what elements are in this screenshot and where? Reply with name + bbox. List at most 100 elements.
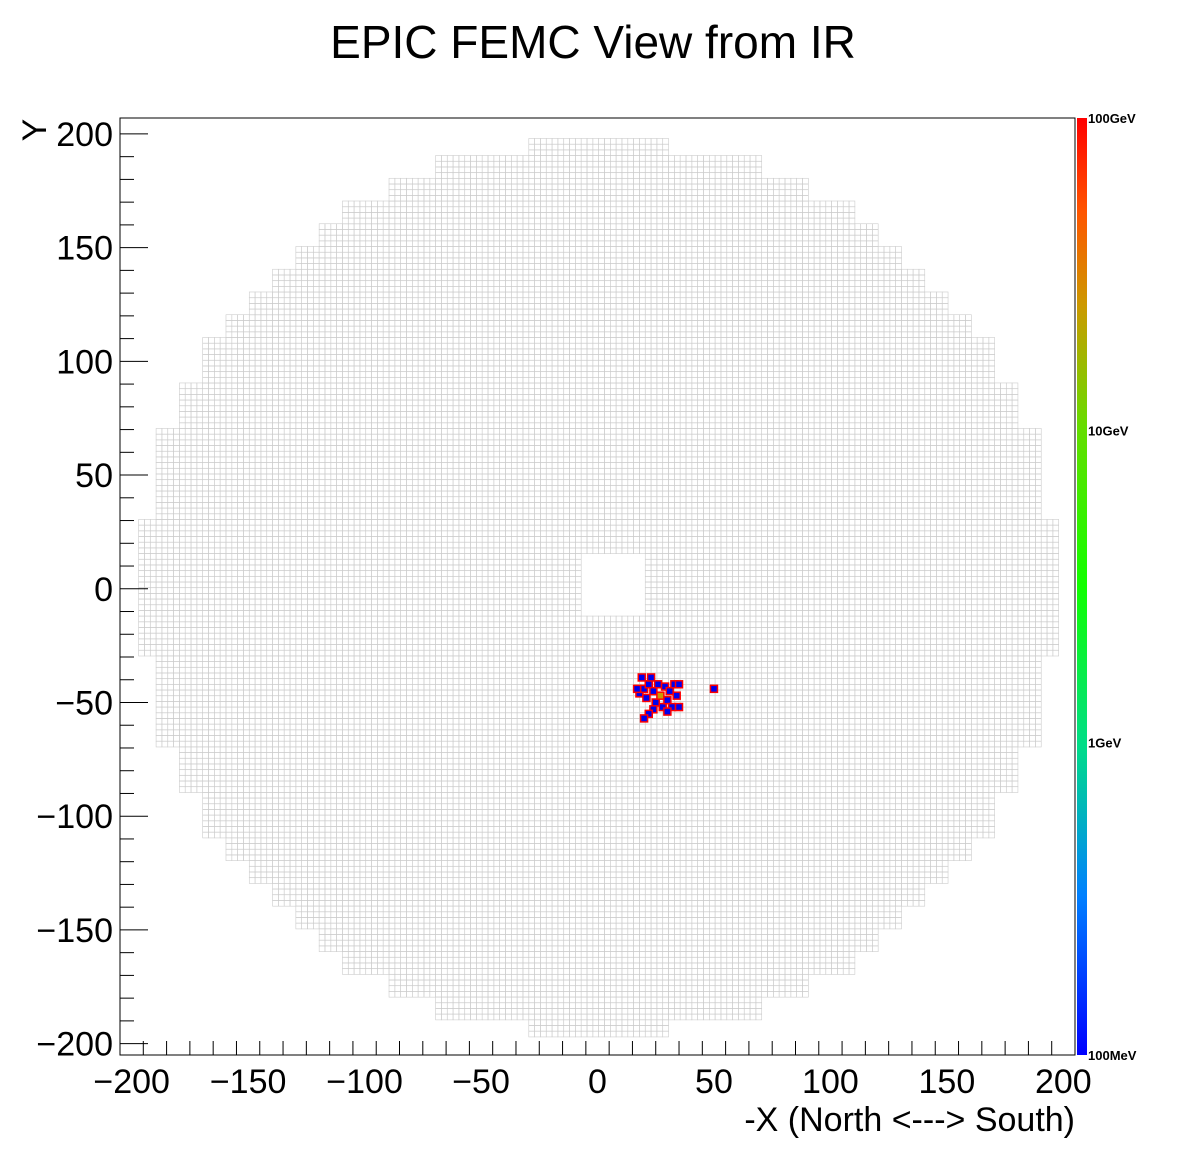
calorimeter-cell (651, 917, 657, 923)
calorimeter-cell (505, 952, 511, 958)
calorimeter-cell (465, 1014, 471, 1020)
calorimeter-cell (465, 946, 471, 952)
calorimeter-cell (634, 1014, 640, 1020)
calorimeter-cell (505, 986, 511, 992)
calorimeter-cell (517, 929, 523, 935)
calorimeter-cell (342, 952, 348, 958)
calorimeter-cell (575, 1003, 581, 1009)
calorimeter-cell (395, 991, 401, 997)
calorimeter-cell (325, 940, 331, 946)
calorimeter-cell (552, 969, 558, 975)
calorimeter-cell (604, 940, 610, 946)
calorimeter-cell (826, 912, 832, 918)
calorimeter-cell (657, 980, 663, 986)
calorimeter-cell (447, 974, 453, 980)
calorimeter-cell (604, 906, 610, 912)
calorimeter-cell (488, 1014, 494, 1020)
calorimeter-cell (686, 912, 692, 918)
calorimeter-cell (337, 934, 343, 940)
calorimeter-cell (377, 946, 383, 952)
calorimeter-cell (616, 969, 622, 975)
calorimeter-cell (610, 1008, 616, 1014)
calorimeter-cell (546, 1014, 552, 1020)
calorimeter-cell (302, 917, 308, 923)
calorimeter-cell (645, 923, 651, 929)
calorimeter-cell (319, 900, 325, 906)
calorimeter-cell (768, 986, 774, 992)
calorimeter-cell (465, 1008, 471, 1014)
calorimeter-cell (453, 917, 459, 923)
calorimeter-cell (436, 900, 442, 906)
calorimeter-cell (535, 940, 541, 946)
calorimeter-cell (756, 946, 762, 952)
calorimeter-cell (756, 934, 762, 940)
calorimeter-cell (453, 906, 459, 912)
calorimeter-cell (802, 974, 808, 980)
calorimeter-cell (447, 929, 453, 935)
calorimeter-cell (377, 929, 383, 935)
calorimeter-cell (412, 980, 418, 986)
calorimeter-cell (738, 1014, 744, 1020)
calorimeter-cell (744, 946, 750, 952)
calorimeter-cell (471, 1003, 477, 1009)
calorimeter-cell (634, 957, 640, 963)
calorimeter-cell (791, 957, 797, 963)
calorimeter-cell (505, 940, 511, 946)
calorimeter-cell (727, 900, 733, 906)
calorimeter-cell (401, 957, 407, 963)
calorimeter-cell (453, 940, 459, 946)
calorimeter-cell (692, 929, 698, 935)
calorimeter-cell (826, 957, 832, 963)
calorimeter-cell (762, 969, 768, 975)
calorimeter-cell (733, 940, 739, 946)
calorimeter-cell (535, 1003, 541, 1009)
calorimeter-cell (325, 934, 331, 940)
calorimeter-cell (500, 1014, 506, 1020)
calorimeter-cell (744, 991, 750, 997)
calorimeter-cell (663, 923, 669, 929)
calorimeter-cell (325, 906, 331, 912)
calorimeter-cell (447, 997, 453, 1003)
calorimeter-cell (570, 900, 576, 906)
calorimeter-cell (703, 940, 709, 946)
calorimeter-cell (441, 900, 447, 906)
calorimeter-cell (389, 980, 395, 986)
calorimeter-cell (727, 1014, 733, 1020)
calorimeter-cell (558, 957, 564, 963)
calorimeter-cell (849, 963, 855, 969)
calorimeter-cell (785, 963, 791, 969)
calorimeter-cell (564, 929, 570, 935)
calorimeter-cell (727, 991, 733, 997)
calorimeter-cell (639, 912, 645, 918)
calorimeter-cell (727, 974, 733, 980)
calorimeter-cell (721, 963, 727, 969)
calorimeter-cell (802, 940, 808, 946)
calorimeter-cell (709, 963, 715, 969)
calorimeter-cell (744, 957, 750, 963)
calorimeter-cell (471, 917, 477, 923)
calorimeter-cell (570, 917, 576, 923)
calorimeter-cell (325, 923, 331, 929)
calorimeter-cell (616, 923, 622, 929)
calorimeter-cell (540, 986, 546, 992)
calorimeter-cell (430, 929, 436, 935)
calorimeter-cell (872, 906, 878, 912)
calorimeter-cell (814, 946, 820, 952)
calorimeter-cell (709, 991, 715, 997)
calorimeter-cell (535, 997, 541, 1003)
calorimeter-cell (529, 952, 535, 958)
calorimeter-cell (494, 963, 500, 969)
calorimeter-cell (663, 900, 669, 906)
calorimeter-cell (459, 946, 465, 952)
calorimeter-cell (826, 917, 832, 923)
calorimeter-cell (599, 986, 605, 992)
calorimeter-cell (575, 1031, 581, 1037)
calorimeter-cell (436, 980, 442, 986)
calorimeter-cell (447, 906, 453, 912)
calorimeter-cell (500, 986, 506, 992)
calorimeter-cell (639, 980, 645, 986)
calorimeter-cell (779, 963, 785, 969)
calorimeter-cell (564, 923, 570, 929)
calorimeter-cell (430, 900, 436, 906)
calorimeter-cell (616, 980, 622, 986)
